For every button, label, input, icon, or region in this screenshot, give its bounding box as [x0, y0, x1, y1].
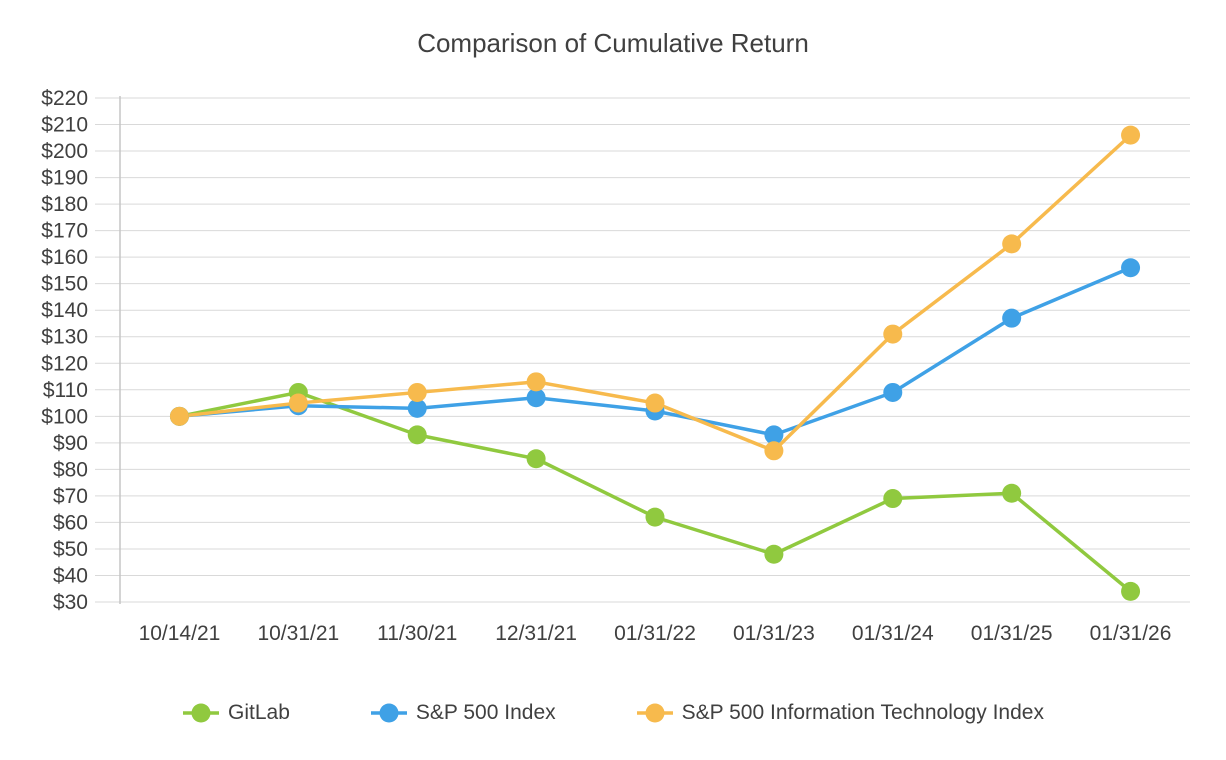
y-axis-tick-label: $50 [53, 538, 88, 561]
legend-label: S&P 500 Information Technology Index [681, 701, 1044, 724]
y-axis-tick-label: $220 [41, 87, 88, 110]
data-point-marker [1002, 234, 1022, 254]
data-point-marker [883, 382, 903, 402]
y-axis-tick-label: $200 [41, 140, 88, 163]
data-point-marker [883, 324, 903, 344]
legend-label: S&P 500 Index [415, 701, 556, 724]
data-point-marker [526, 372, 546, 392]
y-axis-tick-label: $30 [53, 591, 88, 614]
x-axis-tick-label: 01/31/22 [614, 622, 696, 645]
x-axis-tick-label: 01/31/24 [852, 622, 934, 645]
y-axis-tick-label: $140 [41, 299, 88, 322]
x-axis-tick-label: 01/31/25 [971, 622, 1053, 645]
y-axis-tick-label: $170 [41, 220, 88, 243]
chart-title: Comparison of Cumulative Return [417, 28, 809, 58]
y-axis-tick-label: $160 [41, 246, 88, 269]
data-point-marker [526, 388, 546, 408]
data-point-marker [645, 507, 665, 527]
sp500-it-series-marker-icon [636, 703, 673, 723]
data-point-marker [288, 393, 308, 413]
data-point-marker [883, 489, 903, 509]
y-axis-tick-label: $120 [41, 352, 88, 375]
y-axis-tick-label: $180 [41, 193, 88, 216]
data-point-marker [1002, 483, 1022, 503]
y-axis-tick-label: $70 [53, 485, 88, 508]
x-axis-tick-label: 12/31/21 [495, 622, 577, 645]
y-axis-tick-label: $210 [41, 114, 88, 137]
y-axis-tick-label: $130 [41, 326, 88, 349]
x-axis-tick-label: 10/14/21 [139, 622, 221, 645]
y-axis-tick-label: $190 [41, 167, 88, 190]
y-axis-tick-label: $40 [53, 564, 88, 587]
y-axis-tick-label: $60 [53, 511, 88, 534]
x-axis-tick-label: 10/31/21 [257, 622, 339, 645]
chart-legend: GitLab S&P 500 Index S&P 500 Information… [0, 665, 1226, 760]
y-axis-tick-label: $80 [53, 458, 88, 481]
data-point-marker [1121, 258, 1141, 278]
data-point-marker [407, 398, 427, 418]
gridlines-group [95, 97, 1190, 603]
y-axis-tick-label: $110 [43, 379, 88, 402]
legend-item-sp500-it: S&P 500 Information Technology Index [636, 701, 1044, 725]
line-chart-canvas: $30 $40 $50 $60 $70 $80 $90 $100 $110 $120 $130 $14… [41, 28, 1190, 645]
legend-label: GitLab [228, 701, 290, 724]
data-point-marker [407, 382, 427, 402]
y-axis-tick-label: $150 [41, 273, 88, 296]
data-point-marker [645, 393, 665, 413]
x-axis-tick-label: 11/30/21 [377, 622, 457, 645]
axis-labels-group: $30 $40 $50 $60 $70 $80 $90 $100 $110 $120 $130 $14… [41, 87, 1171, 645]
sp500-series-marker-icon [370, 703, 407, 723]
x-axis-tick-label: 01/31/26 [1090, 622, 1172, 645]
data-point-marker [764, 425, 784, 445]
legend-item-gitlab: GitLab [182, 701, 290, 725]
data-point-marker [1121, 125, 1141, 145]
data-point-marker [169, 406, 189, 426]
x-axis-tick-label: 01/31/23 [733, 622, 815, 645]
legend-item-sp500: S&P 500 Index [370, 701, 556, 725]
data-point-marker [526, 449, 546, 469]
y-axis-tick-label: $90 [53, 432, 88, 455]
series-group [169, 125, 1141, 601]
data-point-marker [407, 425, 427, 445]
data-point-marker [1121, 581, 1141, 601]
data-point-marker [764, 441, 784, 461]
y-axis-tick-label: $100 [41, 405, 88, 428]
data-point-marker [764, 544, 784, 564]
gitlab-series-marker-icon [183, 703, 220, 723]
series-line [177, 390, 1133, 594]
data-point-marker [1002, 308, 1022, 328]
